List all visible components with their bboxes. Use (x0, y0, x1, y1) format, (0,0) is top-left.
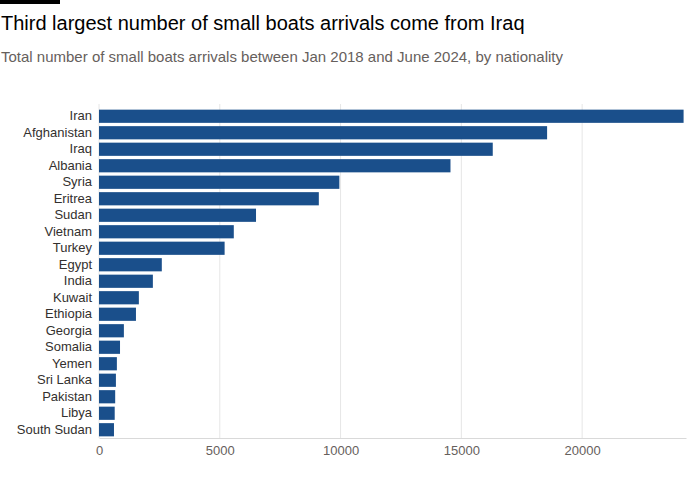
y-tick: Egypt (59, 257, 99, 272)
title: Third largest number of small boats arri… (1, 12, 525, 34)
y-tick: Pakistan (42, 389, 99, 404)
y-tick: Georgia (46, 323, 99, 338)
y-axis: Iran AfghanistanIraq AlbaniaSyria EritreaSu… (17, 108, 99, 437)
y-tick-label: Albania (49, 158, 93, 173)
y-tick-label: Egypt (59, 257, 93, 272)
bar (99, 374, 116, 387)
x-tick: 10000 (323, 438, 359, 458)
y-tick: Kuwait (53, 290, 99, 305)
accent-bar (0, 0, 60, 4)
x-tick-label: 15000 (444, 443, 480, 458)
y-tick-label: Iran (70, 108, 92, 123)
bar (99, 324, 124, 337)
y-tick: Albania (49, 158, 99, 173)
bar (99, 242, 225, 255)
y-tick-label: Syria (62, 174, 92, 189)
y-tick: Libya (61, 405, 99, 420)
bar (99, 423, 114, 436)
y-tick-label: Georgia (46, 323, 93, 338)
y-tick: India (64, 273, 99, 288)
y-tick: Eritrea (54, 191, 99, 206)
bar (99, 308, 136, 321)
x-tick-label: 10000 (323, 443, 359, 458)
bar (99, 258, 162, 271)
y-tick-label: Kuwait (53, 290, 92, 305)
x-tick: 20000 (565, 438, 601, 458)
grid (99, 104, 582, 438)
chart: Third largest number of small boats arri… (0, 0, 700, 500)
y-tick-label: Ethiopia (45, 306, 93, 321)
bar (99, 110, 684, 123)
x-tick: 0 (96, 438, 103, 458)
x-tick-label: 5000 (206, 443, 235, 458)
bar (99, 126, 547, 139)
y-tick-label: Turkey (53, 240, 93, 255)
y-tick-label: Sri Lanka (37, 372, 93, 387)
y-tick-label: India (64, 273, 93, 288)
bar (99, 159, 450, 172)
x-tick: 5000 (206, 438, 235, 458)
y-tick: Somalia (45, 339, 99, 354)
bar (99, 407, 115, 420)
bar (99, 209, 256, 222)
bar (99, 143, 493, 156)
y-tick-label: Libya (61, 405, 93, 420)
bar (99, 275, 153, 288)
x-tick-label: 20000 (565, 443, 601, 458)
y-tick-label: Iraq (70, 141, 92, 156)
x-axis-line (100, 438, 687, 439)
y-tick-label: Sudan (54, 207, 92, 222)
y-tick: Turkey (53, 240, 99, 255)
bar (99, 357, 117, 370)
y-tick: Iraq (70, 141, 99, 156)
bar (99, 225, 234, 238)
x-tick: 15000 (444, 438, 480, 458)
y-tick-label: Afghanistan (23, 125, 92, 140)
y-tick: Ethiopia (45, 306, 99, 321)
y-tick: Afghanistan (23, 125, 99, 140)
bar (99, 390, 115, 403)
bar (99, 291, 139, 304)
y-tick: South Sudan (17, 422, 99, 437)
y-tick: Sudan (54, 207, 99, 222)
bar (99, 192, 319, 205)
x-tick-label: 0 (96, 443, 103, 458)
x-axis: 0 5000 10000 15000 20000 (96, 438, 687, 458)
y-tick: Iran (70, 108, 99, 123)
y-tick: Yemen (52, 356, 99, 371)
subtitle: Total number of small boats arrivals bet… (1, 48, 564, 65)
y-tick-label: Vietnam (45, 224, 92, 239)
y-tick: Syria (62, 174, 99, 189)
grid-line (582, 104, 583, 438)
y-tick-label: Eritrea (54, 191, 93, 206)
y-tick-label: Yemen (52, 356, 92, 371)
bar (99, 176, 339, 189)
y-tick-label: Somalia (45, 339, 93, 354)
bars (99, 110, 684, 437)
y-tick: Vietnam (45, 224, 99, 239)
y-tick-label: Pakistan (42, 389, 92, 404)
y-tick-label: South Sudan (17, 422, 92, 437)
bar (99, 341, 120, 354)
y-tick: Sri Lanka (37, 372, 99, 387)
